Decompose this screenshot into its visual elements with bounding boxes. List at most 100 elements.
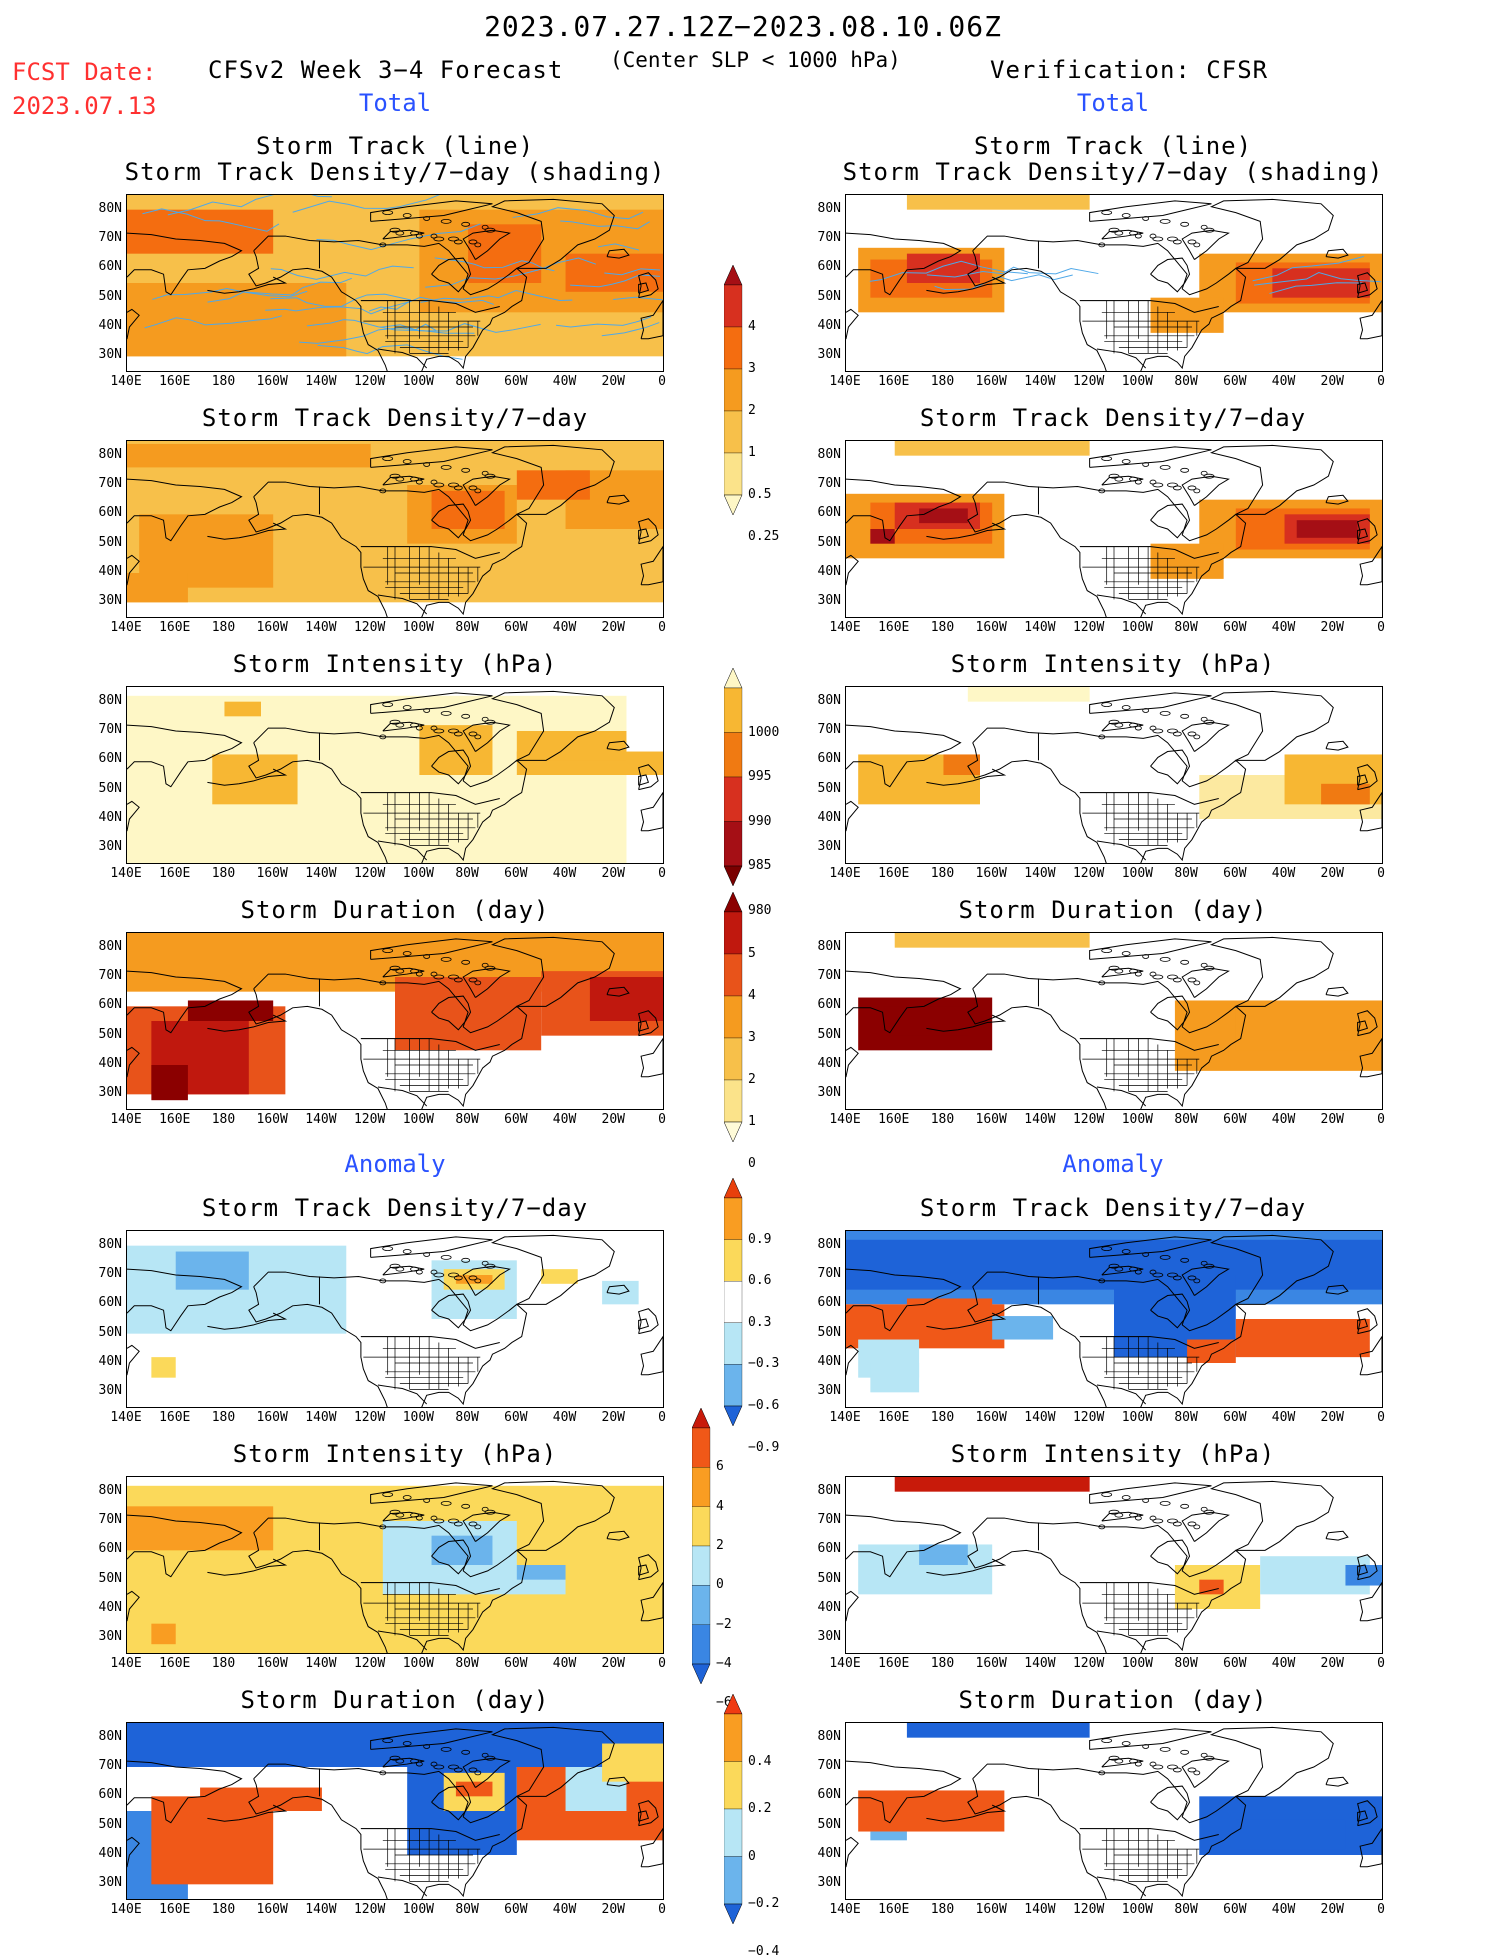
colorbar-label: 3 — [748, 1030, 756, 1045]
panel-title: Storm Track Density/7−day (shading) — [842, 158, 1384, 186]
lon-tick-label: 160W — [975, 1112, 1007, 1127]
lon-tick-label: 160E — [878, 1902, 910, 1917]
shading-cell — [516, 1521, 663, 1565]
shading-cell — [894, 441, 1090, 456]
lon-tick-label: 140E — [829, 1656, 861, 1671]
lon-tick-label: 180 — [211, 1410, 236, 1425]
lon-tick-label: 140W — [305, 1656, 337, 1671]
lon-tick-label: 160W — [975, 866, 1007, 881]
lon-tick-label: 100W — [402, 374, 435, 389]
shading-cell — [151, 1065, 188, 1101]
lon-tick-label: 120W — [1072, 1112, 1105, 1127]
lon-tick-label: 140W — [305, 1112, 337, 1127]
lat-tick-label: 30N — [817, 1383, 841, 1399]
shading-cell — [894, 1790, 980, 1811]
lon-tick-label: 0 — [658, 1112, 666, 1127]
lat-tick-label: 30N — [98, 839, 122, 855]
lat-tick-label: 60N — [817, 259, 841, 275]
storm-track-line — [420, 290, 573, 303]
lon-tick-label: 120W — [353, 1410, 386, 1425]
shading-cell — [992, 1316, 1054, 1340]
lon-tick-label: 140E — [829, 866, 861, 881]
colorbar-label: 2 — [716, 1538, 724, 1553]
lon-tick-label: 140W — [305, 1902, 337, 1917]
shading-cell — [1321, 783, 1370, 805]
storm-track-line — [207, 277, 352, 303]
lat-tick-label: 70N — [98, 476, 122, 491]
lon-tick-label: 20W — [601, 620, 626, 635]
lon-tick-label: 160W — [256, 866, 288, 881]
forecast-date-label: FCST Date: — [12, 58, 157, 86]
shading-cell — [882, 1006, 968, 1036]
colorbar-label: 0 — [748, 1156, 756, 1171]
shading-cell — [175, 1251, 249, 1290]
lat-tick-label: 80N — [98, 446, 122, 462]
lat-tick-label: 50N — [98, 1816, 122, 1832]
lat-tick-label: 50N — [98, 288, 122, 304]
colorbar-swatch — [691, 1545, 711, 1586]
lat-tick-label: 30N — [817, 1629, 841, 1645]
lon-tick-label: 0 — [658, 1902, 666, 1917]
colorbar-label: 0 — [748, 1848, 756, 1864]
lon-tick-label: 140W — [1024, 866, 1056, 881]
shading-cell — [894, 933, 1090, 948]
lon-tick-label: 40W — [1271, 1112, 1296, 1127]
map-track-verification — [845, 194, 1383, 372]
colorbar-label: 0 — [716, 1577, 724, 1593]
shading-cell — [906, 1298, 993, 1319]
lon-tick-label: 180 — [930, 866, 955, 881]
storm-track-line — [560, 220, 650, 230]
lat-tick-label: 30N — [98, 1085, 122, 1101]
lon-tick-label: 140E — [110, 1902, 142, 1917]
colorbar-label: 0.25 — [748, 529, 780, 544]
panel-title: Storm Duration (day) — [958, 1686, 1268, 1714]
lon-tick-label: 0 — [1377, 374, 1385, 389]
lon-tick-label: 180 — [211, 1902, 236, 1917]
lon-tick-label: 80W — [455, 1410, 479, 1425]
storm-track-line — [926, 266, 1099, 278]
storm-track-line — [869, 260, 1028, 282]
storm-track-line — [167, 195, 332, 216]
lon-tick-label: 120W — [353, 866, 386, 881]
storm-track-line — [601, 322, 660, 337]
lat-tick-label: 50N — [817, 1026, 841, 1042]
lat-tick-label: 80N — [98, 1482, 122, 1498]
model-label: CFSv2 Week 3−4 Forecast — [208, 56, 564, 84]
colorbar-swatch — [723, 410, 743, 454]
colorbar-intensity: 1000 995 990 985 980 — [723, 667, 814, 918]
colorbar-swatch — [723, 1903, 743, 1925]
lon-tick-label: 40W — [1271, 374, 1296, 389]
colorbar-swatch — [723, 776, 743, 822]
map-density-verification — [845, 440, 1383, 618]
lon-tick-label: 80W — [1174, 1112, 1198, 1127]
lat-tick-label: 70N — [98, 1758, 122, 1773]
lat-tick-label: 60N — [817, 751, 841, 767]
lon-tick-label: 120W — [353, 1112, 386, 1127]
lon-tick-label: 180 — [930, 1656, 955, 1671]
colorbar-swatch — [723, 995, 743, 1039]
lon-tick-label: 60W — [504, 1902, 528, 1917]
colorbar-swatch — [691, 1407, 711, 1429]
section-anomaly-right: Anomaly — [1062, 1150, 1164, 1178]
storm-track-line — [613, 296, 663, 301]
section-total-left: Total — [358, 89, 432, 117]
lon-tick-label: 160W — [256, 620, 288, 635]
lon-tick-label: 100W — [1121, 1112, 1154, 1127]
lat-tick-label: 30N — [817, 347, 841, 363]
colorbar-label: −0.3 — [748, 1356, 780, 1372]
lon-tick-label: 60W — [504, 1112, 528, 1127]
shading-cell — [151, 1796, 274, 1885]
lon-tick-label: 140E — [110, 620, 142, 635]
colorbar-swatch — [723, 1364, 743, 1407]
lon-tick-label: 180 — [211, 374, 236, 389]
colorbar-swatch — [691, 1624, 711, 1665]
shading-cell — [127, 695, 627, 863]
colorbar-swatch — [691, 1467, 711, 1507]
colorbar-label: 0.4 — [748, 1753, 772, 1769]
lat-tick-label: 80N — [98, 1236, 122, 1252]
lon-tick-label: 80W — [455, 1112, 479, 1127]
colorbar-label: −2 — [716, 1616, 732, 1632]
map-density-anomaly-forecast — [126, 1230, 664, 1408]
storm-track-line — [317, 344, 463, 360]
lon-tick-label: 0 — [1377, 1410, 1385, 1425]
